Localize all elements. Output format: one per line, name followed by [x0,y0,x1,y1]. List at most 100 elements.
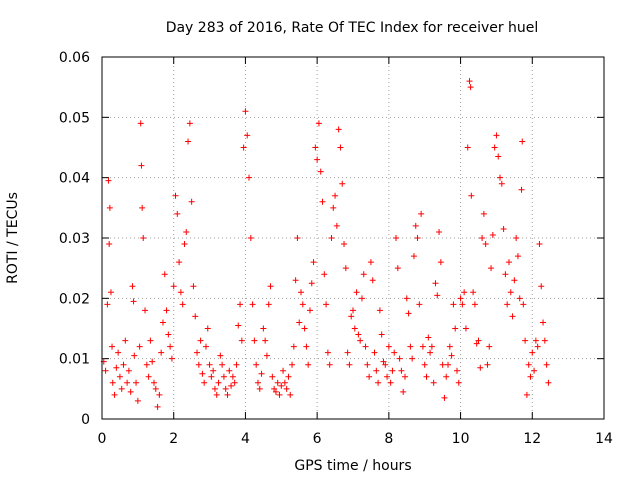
data-point [409,355,416,362]
data-point [511,277,518,284]
data-point [360,271,367,278]
data-point [188,198,195,205]
data-point [176,259,183,266]
data-point [289,361,296,368]
data-point [158,349,165,356]
data-point [398,367,405,374]
data-point [453,367,460,374]
data-point [305,361,312,368]
data-point [105,177,112,184]
data-point [500,225,507,232]
data-point [283,385,290,392]
data-point [287,391,294,398]
data-point [536,241,543,248]
data-point [414,235,421,241]
data-point [276,391,283,398]
data-point [513,235,520,241]
data-point [224,391,231,398]
data-point [351,325,358,332]
data-point [120,361,127,368]
data-point [452,325,459,332]
data-point [208,373,215,380]
data-point [129,283,136,290]
data-point [357,337,364,344]
data-point [459,301,466,308]
data-point [133,379,140,386]
y-tick-label: 0.05 [59,110,90,126]
data-point [516,295,523,302]
data-point [545,379,552,386]
y-tick-label: 0.01 [59,352,90,368]
y-axis-label: ROTI / TECUs [5,192,21,284]
data-point [412,222,419,229]
data-point [165,331,172,338]
data-point [258,370,265,377]
data-point [274,379,281,386]
data-point [280,367,287,374]
data-point [376,307,383,314]
x-axis-label: GPS time / hours [294,458,411,474]
data-point [237,301,244,308]
data-point [113,364,120,371]
data-point [228,382,235,389]
data-point [421,361,428,368]
data-point [140,235,147,241]
data-point [348,313,355,320]
y-tick-label: 0.03 [59,231,90,247]
data-point [201,379,208,386]
data-point [177,289,184,296]
data-point [303,343,310,350]
data-point [102,367,109,374]
data-point [480,210,487,217]
data-point [498,180,505,187]
data-point [294,235,301,241]
data-point [534,343,541,350]
data-point [344,349,351,356]
data-point [202,343,209,350]
data-point [432,280,439,287]
data-point [461,289,468,296]
data-point [269,373,276,380]
data-point [179,301,186,308]
data-point [233,361,240,368]
data-point [324,349,331,356]
data-point [470,289,477,296]
data-point [220,373,227,380]
x-tick-label: 6 [313,431,322,447]
data-point [467,84,474,91]
data-point [403,295,410,302]
data-point [107,289,114,296]
data-point [473,340,480,347]
data-point [174,210,181,217]
data-point [139,204,146,211]
data-point [265,301,272,308]
data-point [298,289,305,296]
y-tick-label: 0.02 [59,291,90,307]
data-point [491,144,498,151]
data-point [314,156,321,163]
data-point [405,310,412,317]
data-point [312,144,319,151]
data-point [109,379,116,386]
data-point [136,343,143,350]
data-point [418,210,425,217]
data-point [231,379,238,386]
data-point [118,385,125,392]
data-point [450,301,457,308]
data-point [350,307,356,314]
data-point [333,222,340,229]
data-point [543,361,550,368]
data-point [308,280,315,287]
data-point [400,388,407,395]
data-point [353,289,360,296]
data-point [199,370,206,377]
data-point [436,228,443,235]
data-point [242,108,249,115]
data-point [256,385,263,392]
data-point [484,361,491,368]
data-point [170,283,177,290]
data-point [143,361,150,368]
data-point [246,174,253,181]
data-point [321,271,328,278]
